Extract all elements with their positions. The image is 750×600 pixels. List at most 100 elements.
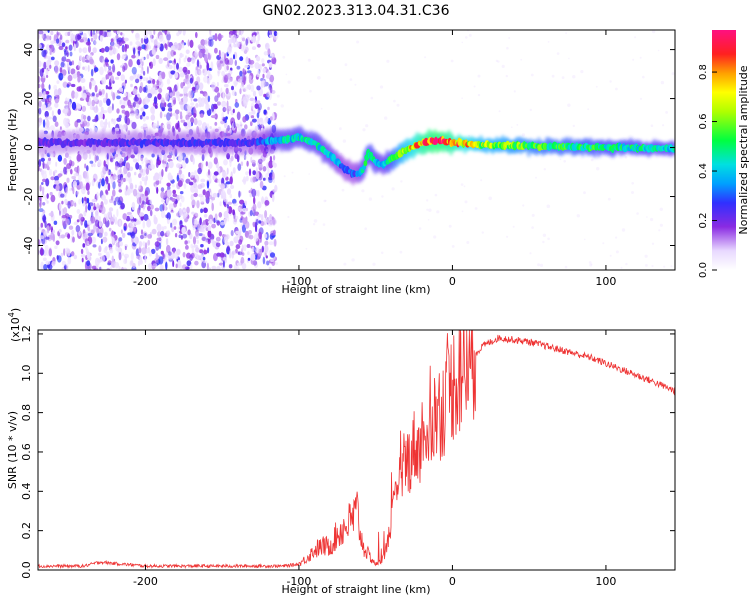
noise-dot <box>220 120 225 125</box>
noise-dot <box>243 76 246 85</box>
noise-dot <box>190 243 193 249</box>
noise-dot <box>113 48 118 54</box>
noise-dot <box>149 199 152 205</box>
noise-dot <box>133 47 136 56</box>
noise-dot <box>602 242 605 245</box>
noise-dot <box>172 193 178 198</box>
noise-dot <box>136 59 141 66</box>
noise-dot <box>116 117 122 122</box>
noise-dot <box>76 103 82 111</box>
noise-dot <box>576 214 580 218</box>
noise-dot <box>522 204 525 207</box>
noise-dot <box>78 198 81 205</box>
noise-dot <box>78 30 83 33</box>
noise-dot <box>99 178 102 183</box>
noise-dot <box>44 110 49 118</box>
noise-dot <box>160 210 166 219</box>
noise-dot <box>49 191 53 196</box>
noise-dot <box>183 78 188 83</box>
noise-dot <box>177 226 181 230</box>
noise-dot <box>273 30 278 37</box>
noise-dot <box>167 154 172 159</box>
noise-dot <box>170 70 176 75</box>
noise-dot <box>172 218 178 226</box>
noise-dot <box>86 251 91 259</box>
noise-dot <box>162 203 165 212</box>
noise-dot <box>171 226 175 233</box>
noise-dot <box>323 199 327 203</box>
noise-dot <box>52 233 56 242</box>
noise-dot <box>105 191 109 196</box>
noise-dot <box>257 102 262 111</box>
noise-dot <box>207 169 211 176</box>
noise-dot <box>38 159 42 167</box>
noise-dot <box>207 230 212 238</box>
noise-dot <box>192 225 195 231</box>
noise-dot <box>129 120 133 124</box>
noise-dot <box>122 46 127 52</box>
noise-dot <box>135 248 139 257</box>
noise-dot <box>588 261 592 264</box>
y-tick-label: -40 <box>22 237 35 255</box>
noise-dot <box>216 220 221 226</box>
noise-dot <box>251 159 256 164</box>
noise-dot <box>264 240 269 246</box>
noise-dot <box>43 104 46 109</box>
noise-dot <box>193 107 197 115</box>
noise-dot <box>211 202 214 212</box>
noise-dot <box>242 252 245 256</box>
noise-dot <box>186 62 191 67</box>
noise-dot <box>464 200 468 204</box>
noise-dot <box>139 58 143 63</box>
noise-dot <box>38 208 44 213</box>
noise-dot <box>193 87 196 94</box>
noise-dot <box>101 77 107 85</box>
noise-dot <box>68 225 74 230</box>
noise-dot <box>651 242 655 245</box>
noise-dot <box>50 176 55 181</box>
noise-dot <box>197 44 203 50</box>
noise-dot <box>187 69 191 75</box>
noise-dot <box>96 227 100 234</box>
noise-dot <box>118 114 122 119</box>
noise-dot <box>349 78 353 81</box>
noise-dot <box>468 33 472 37</box>
noise-dot <box>266 71 271 79</box>
noise-dot <box>211 196 215 201</box>
noise-dot <box>214 213 218 221</box>
noise-dot <box>188 121 192 128</box>
noise-dot <box>93 106 99 113</box>
noise-dot <box>187 80 192 89</box>
noise-dot <box>88 97 91 107</box>
noise-dot <box>89 202 95 207</box>
noise-dot <box>142 123 148 128</box>
noise-dot <box>166 189 172 198</box>
noise-dot <box>233 54 235 60</box>
noise-dot <box>81 105 87 112</box>
noise-dot <box>94 67 99 73</box>
noise-dot <box>40 247 44 256</box>
noise-dot <box>146 219 152 228</box>
noise-dot <box>129 220 135 228</box>
noise-dot <box>461 97 463 99</box>
noise-dot <box>119 99 122 105</box>
noise-dot <box>42 186 45 196</box>
noise-dot <box>92 244 97 248</box>
noise-dot <box>54 175 59 181</box>
noise-dot <box>175 263 178 269</box>
noise-dot <box>216 265 221 270</box>
noise-dot <box>81 92 87 100</box>
noise-dot <box>269 34 274 38</box>
noise-dot <box>176 62 179 70</box>
noise-dot <box>150 87 155 95</box>
noise-dot <box>244 64 249 68</box>
noise-dot <box>41 82 45 90</box>
noise-dot <box>85 204 88 213</box>
noise-dot <box>41 33 45 39</box>
noise-dot <box>198 193 204 198</box>
noise-dot <box>251 188 257 198</box>
noise-dot <box>144 96 150 105</box>
noise-dot <box>112 63 116 73</box>
noise-dot <box>45 236 50 240</box>
noise-dot <box>248 230 252 235</box>
